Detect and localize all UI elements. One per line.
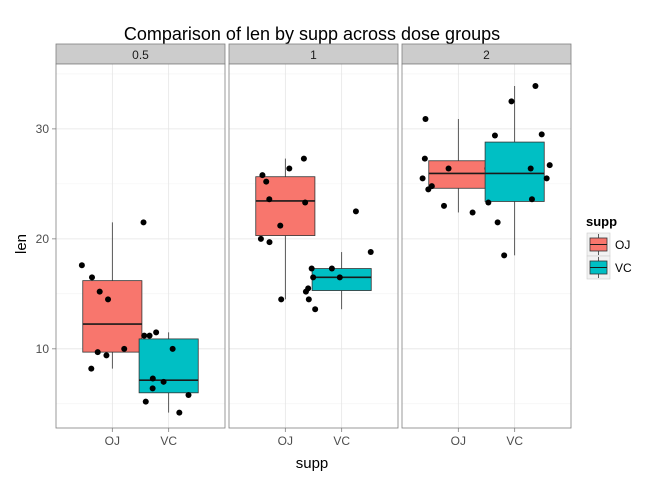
data-point [266,239,273,246]
data-point [310,274,317,281]
data-point [121,345,128,352]
data-point [428,183,435,190]
data-point [494,219,501,226]
box-iqr [82,280,143,353]
facet-panel: 1 OJ VC [228,43,399,448]
data-point [528,196,535,203]
data-point [421,155,428,162]
legend-label: VC [615,261,632,275]
panel-border [401,63,572,429]
data-point [266,196,273,203]
y-axis-title: len [13,234,30,254]
data-point [141,332,148,339]
data-point [88,365,95,372]
data-point [105,296,112,303]
data-point [469,209,476,216]
panel-background [402,64,571,428]
data-point [278,296,285,303]
box-iqr [138,338,199,394]
data-point [501,252,508,259]
box-VC [138,329,199,416]
data-point [422,115,429,122]
y-tick-label: 20 [36,232,50,246]
x-tick-label: VC [506,434,523,448]
facet-panel: 2 OJ VC [401,43,572,448]
box-OJ [78,219,151,372]
box-iqr [255,176,316,236]
panel-border [55,63,226,429]
data-point [153,329,160,336]
data-point [94,349,101,356]
box-iqr [484,141,545,202]
y-tick-label: 10 [36,342,50,356]
data-point [302,199,309,206]
data-point [257,235,264,242]
data-point [88,274,95,281]
data-point [328,265,335,272]
data-point [440,202,447,209]
panel-border [228,63,399,429]
data-point [508,98,515,105]
data-point [169,345,176,352]
chart-title: Comparison of len by supp across dose gr… [124,24,500,44]
x-tick-label: OJ [105,434,120,448]
x-axis-title: supp [296,455,329,472]
data-point [352,208,359,215]
box-VC [302,208,374,313]
box-iqr [428,160,489,189]
data-point [78,262,85,269]
x-tick-label: VC [333,434,350,448]
facet-label: 1 [310,48,317,62]
data-point [96,288,103,295]
data-point [160,378,167,385]
data-point [149,375,156,382]
data-point [149,385,156,392]
facet-label: 0.5 [132,48,149,62]
x-tick-label: OJ [451,434,466,448]
data-point [305,296,312,303]
box-VC [484,82,553,259]
facet-panel: 0.5 OJ VC [55,43,226,448]
data-point [367,249,374,256]
data-point [546,162,553,169]
data-point [308,265,315,272]
data-point [103,352,110,359]
data-point [277,222,284,229]
data-point [259,172,266,179]
data-point [185,392,192,399]
data-point [543,175,550,182]
data-point [445,165,452,172]
data-point [146,332,153,339]
data-point [286,165,293,172]
data-point [176,409,183,416]
facet-label: 2 [483,48,490,62]
facet-panels: 0.5 OJ VC 1 OJ VC 2 OJ VC [55,43,572,448]
data-point [312,306,319,313]
data-point [419,175,426,182]
legend: supp OJ VC [586,214,632,280]
data-point [532,82,539,89]
y-tick-label: 30 [36,122,50,136]
legend-label: OJ [615,238,630,252]
data-point [300,155,307,162]
data-point [336,274,343,281]
data-point [491,132,498,139]
data-point [140,219,147,226]
x-tick-label: VC [160,434,177,448]
data-point [263,178,270,185]
data-point [142,398,149,405]
data-point [305,285,312,292]
data-point [485,199,492,206]
y-axis: 10 20 30 [36,122,56,356]
data-point [538,131,545,138]
box-OJ [255,155,316,303]
panel-background [229,64,398,428]
data-point [527,165,534,172]
x-tick-label: OJ [278,434,293,448]
legend-title: supp [586,214,617,229]
